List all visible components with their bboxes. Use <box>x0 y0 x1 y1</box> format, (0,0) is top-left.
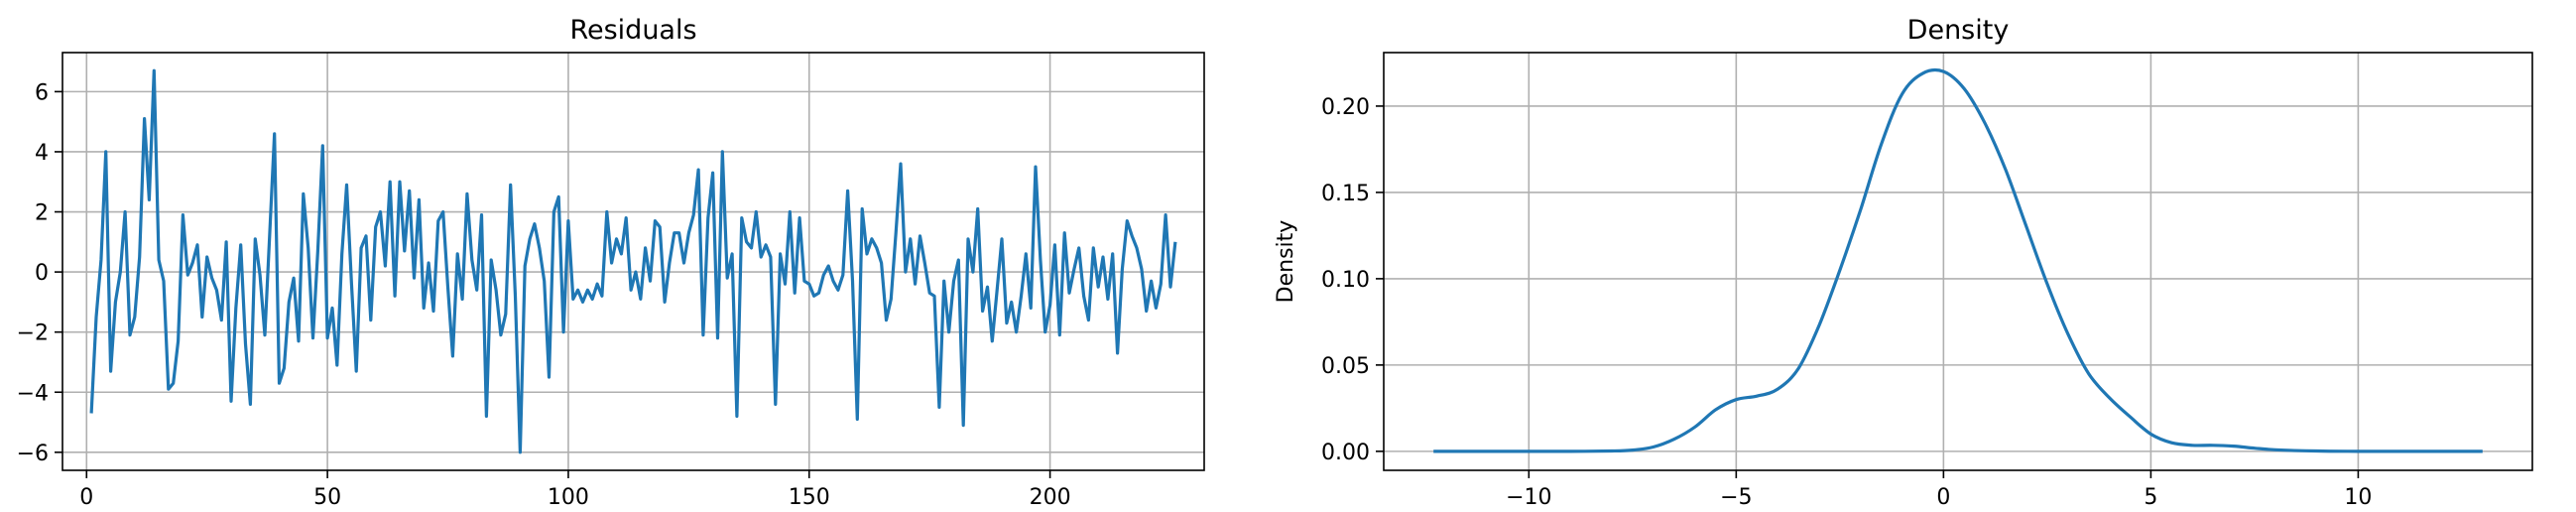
y-tick-label: 0.20 <box>1321 95 1370 120</box>
y-tick-label: 0.10 <box>1321 268 1370 293</box>
chart-title: Residuals <box>569 15 696 46</box>
series-line <box>1433 67 2483 453</box>
y-axis-label: Density <box>1274 220 1298 304</box>
x-tick-label: 100 <box>548 485 589 510</box>
x-tick-label: 0 <box>79 485 93 510</box>
y-tick-label: 0 <box>35 261 49 286</box>
x-tick-label: −5 <box>1720 485 1752 510</box>
x-tick-label: 50 <box>313 485 341 510</box>
y-tick-label: −2 <box>17 321 49 346</box>
x-tick-label: 150 <box>789 485 830 510</box>
chart-title: Density <box>1907 15 2010 46</box>
axes-frame <box>61 52 1205 471</box>
x-tick-label: 5 <box>2144 485 2157 510</box>
y-tick-label: 0.00 <box>1321 441 1370 465</box>
density-panel: −10 −5 0 5 10 0.00 0.05 0.10 0.15 0.20 Density Dens… <box>1274 15 2533 510</box>
y-tick-label: 4 <box>35 141 49 166</box>
y-tick-label: 0.15 <box>1321 182 1370 206</box>
y-tick-label: 6 <box>35 80 49 105</box>
series-line <box>89 68 1177 454</box>
y-tick-label: −6 <box>17 442 49 466</box>
y-tick-label: −4 <box>17 381 49 406</box>
x-tick-label: −10 <box>1506 485 1551 510</box>
y-tick-label: 0.05 <box>1321 354 1370 379</box>
x-tick-label: 10 <box>2344 485 2372 510</box>
axes-frame <box>1383 52 2533 471</box>
x-tick-label: 0 <box>1936 485 1950 510</box>
x-tick-label: 200 <box>1030 485 1071 510</box>
y-tick-label: 2 <box>35 201 49 226</box>
residuals-panel: 0 50 100 150 200 −6 −4 −2 0 2 4 6 Residuals <box>17 15 1205 510</box>
